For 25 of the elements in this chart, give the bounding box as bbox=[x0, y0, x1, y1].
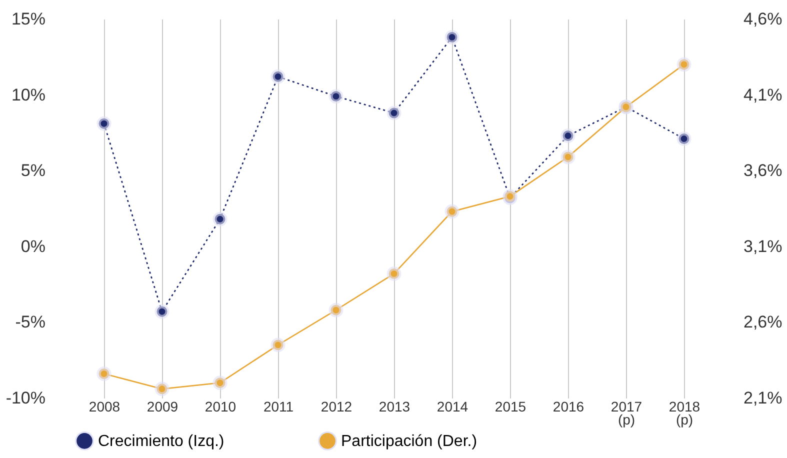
x-tick-label: 2009 bbox=[146, 398, 178, 414]
x-tick-label: 2010 bbox=[204, 398, 236, 414]
x-tick-label: 2018 (p) bbox=[668, 398, 700, 428]
x-tick-label: 2011 bbox=[263, 398, 294, 414]
y-tick-label: 15% bbox=[11, 10, 46, 28]
x-tick-label: 2016 bbox=[552, 398, 584, 414]
y2-tick-label: 4,1% bbox=[744, 85, 782, 104]
y2-tick-label: 2,1% bbox=[744, 388, 782, 408]
x-tick-label: 2014 bbox=[436, 398, 468, 414]
y-tick-label: 0% bbox=[20, 236, 46, 256]
y-tick-label: 5% bbox=[20, 161, 46, 180]
y2-tick-label: 2,6% bbox=[744, 312, 782, 332]
y-tick-label: 10% bbox=[11, 85, 46, 104]
x-tick-label: 2008 bbox=[88, 398, 120, 414]
y2-tick-label: 3,6% bbox=[744, 161, 782, 180]
y-tick-label: -5% bbox=[15, 312, 46, 332]
y2-tick-label: 4,6% bbox=[744, 10, 782, 28]
x-tick-label: 2013 bbox=[378, 398, 410, 414]
y2-tick-label: 3,1% bbox=[744, 236, 782, 256]
x-tick-label: 2012 bbox=[320, 398, 352, 414]
x-tick-label: 2017 (p) bbox=[610, 398, 642, 428]
y-tick-label: -10% bbox=[6, 388, 46, 408]
legend-label: Crecimiento (Izq.) bbox=[98, 432, 224, 450]
legend-label: Participación (Der.) bbox=[341, 432, 478, 450]
x-tick-label: 2015 bbox=[494, 398, 526, 414]
